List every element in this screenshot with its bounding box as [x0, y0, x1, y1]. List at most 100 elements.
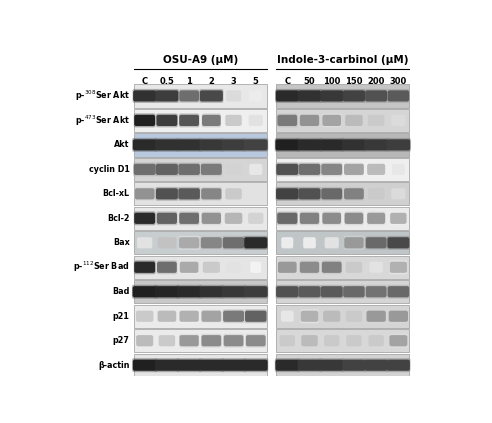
Bar [276, 280, 409, 303]
FancyBboxPatch shape [344, 188, 364, 199]
FancyBboxPatch shape [300, 260, 320, 274]
FancyBboxPatch shape [221, 358, 246, 372]
Bar [133, 109, 267, 132]
Text: p-$^{473}$Ser Akt: p-$^{473}$Ser Akt [75, 113, 130, 128]
FancyBboxPatch shape [225, 115, 242, 126]
FancyBboxPatch shape [199, 89, 223, 103]
Text: 2: 2 [209, 77, 215, 86]
FancyBboxPatch shape [275, 89, 300, 103]
Text: C: C [284, 77, 290, 86]
FancyBboxPatch shape [156, 260, 177, 274]
FancyBboxPatch shape [178, 164, 200, 175]
FancyBboxPatch shape [134, 212, 155, 225]
FancyBboxPatch shape [221, 138, 246, 152]
FancyBboxPatch shape [156, 115, 177, 126]
FancyBboxPatch shape [180, 310, 199, 322]
FancyBboxPatch shape [250, 262, 261, 273]
Bar [133, 133, 267, 157]
FancyBboxPatch shape [366, 309, 386, 323]
FancyBboxPatch shape [320, 285, 343, 299]
FancyBboxPatch shape [223, 237, 245, 248]
FancyBboxPatch shape [276, 286, 299, 297]
FancyBboxPatch shape [246, 334, 266, 348]
FancyBboxPatch shape [132, 358, 157, 372]
FancyBboxPatch shape [320, 89, 344, 103]
FancyBboxPatch shape [199, 358, 224, 372]
FancyBboxPatch shape [136, 335, 153, 346]
FancyBboxPatch shape [297, 138, 322, 152]
FancyBboxPatch shape [319, 138, 344, 152]
FancyBboxPatch shape [201, 187, 222, 201]
Text: C: C [142, 77, 148, 86]
FancyBboxPatch shape [155, 91, 179, 102]
Text: p27: p27 [113, 336, 130, 345]
FancyBboxPatch shape [366, 237, 387, 248]
Text: Bcl-2: Bcl-2 [107, 214, 130, 223]
FancyBboxPatch shape [346, 335, 362, 346]
FancyBboxPatch shape [178, 188, 200, 199]
FancyBboxPatch shape [180, 262, 198, 273]
FancyBboxPatch shape [344, 164, 364, 175]
FancyBboxPatch shape [321, 164, 342, 175]
FancyBboxPatch shape [244, 236, 268, 250]
FancyBboxPatch shape [300, 212, 320, 225]
FancyBboxPatch shape [155, 162, 179, 176]
FancyBboxPatch shape [248, 213, 263, 224]
FancyBboxPatch shape [223, 334, 244, 348]
FancyBboxPatch shape [391, 115, 405, 126]
Bar [276, 158, 409, 181]
Bar [276, 255, 409, 279]
Text: Akt: Akt [114, 140, 130, 149]
FancyBboxPatch shape [222, 309, 245, 323]
Bar [133, 231, 267, 255]
FancyBboxPatch shape [276, 285, 299, 299]
FancyBboxPatch shape [134, 115, 155, 126]
Text: cyclin D1: cyclin D1 [89, 165, 130, 174]
FancyBboxPatch shape [177, 360, 201, 371]
FancyBboxPatch shape [276, 187, 299, 201]
FancyBboxPatch shape [320, 91, 343, 102]
FancyBboxPatch shape [276, 360, 299, 371]
FancyBboxPatch shape [345, 115, 363, 126]
FancyBboxPatch shape [300, 113, 320, 127]
FancyBboxPatch shape [201, 335, 221, 346]
FancyBboxPatch shape [322, 115, 341, 126]
FancyBboxPatch shape [177, 358, 202, 372]
Bar [276, 329, 409, 352]
FancyBboxPatch shape [277, 115, 297, 126]
FancyBboxPatch shape [134, 260, 155, 274]
FancyBboxPatch shape [132, 286, 157, 297]
Text: Bax: Bax [113, 238, 130, 247]
FancyBboxPatch shape [135, 188, 154, 199]
Text: 50: 50 [304, 77, 315, 86]
FancyBboxPatch shape [201, 309, 222, 323]
FancyBboxPatch shape [243, 138, 268, 152]
FancyBboxPatch shape [364, 138, 389, 152]
FancyBboxPatch shape [388, 286, 409, 297]
Bar [133, 158, 267, 181]
FancyBboxPatch shape [156, 164, 178, 175]
FancyBboxPatch shape [279, 335, 295, 346]
FancyBboxPatch shape [157, 237, 176, 248]
Text: 100: 100 [323, 77, 340, 86]
FancyBboxPatch shape [157, 310, 176, 322]
FancyBboxPatch shape [277, 213, 297, 224]
FancyBboxPatch shape [244, 360, 268, 371]
FancyBboxPatch shape [387, 89, 410, 103]
FancyBboxPatch shape [179, 309, 199, 323]
Text: 200: 200 [368, 77, 385, 86]
FancyBboxPatch shape [343, 91, 365, 102]
Bar [133, 255, 267, 279]
FancyBboxPatch shape [365, 89, 388, 103]
FancyBboxPatch shape [199, 139, 223, 151]
FancyBboxPatch shape [180, 260, 199, 274]
Bar [133, 305, 267, 328]
FancyBboxPatch shape [344, 213, 363, 224]
FancyBboxPatch shape [387, 360, 410, 371]
FancyBboxPatch shape [203, 262, 220, 273]
FancyBboxPatch shape [275, 358, 300, 372]
Text: 0.5: 0.5 [159, 77, 174, 86]
FancyBboxPatch shape [225, 164, 242, 175]
FancyBboxPatch shape [201, 212, 221, 225]
FancyBboxPatch shape [364, 139, 388, 151]
